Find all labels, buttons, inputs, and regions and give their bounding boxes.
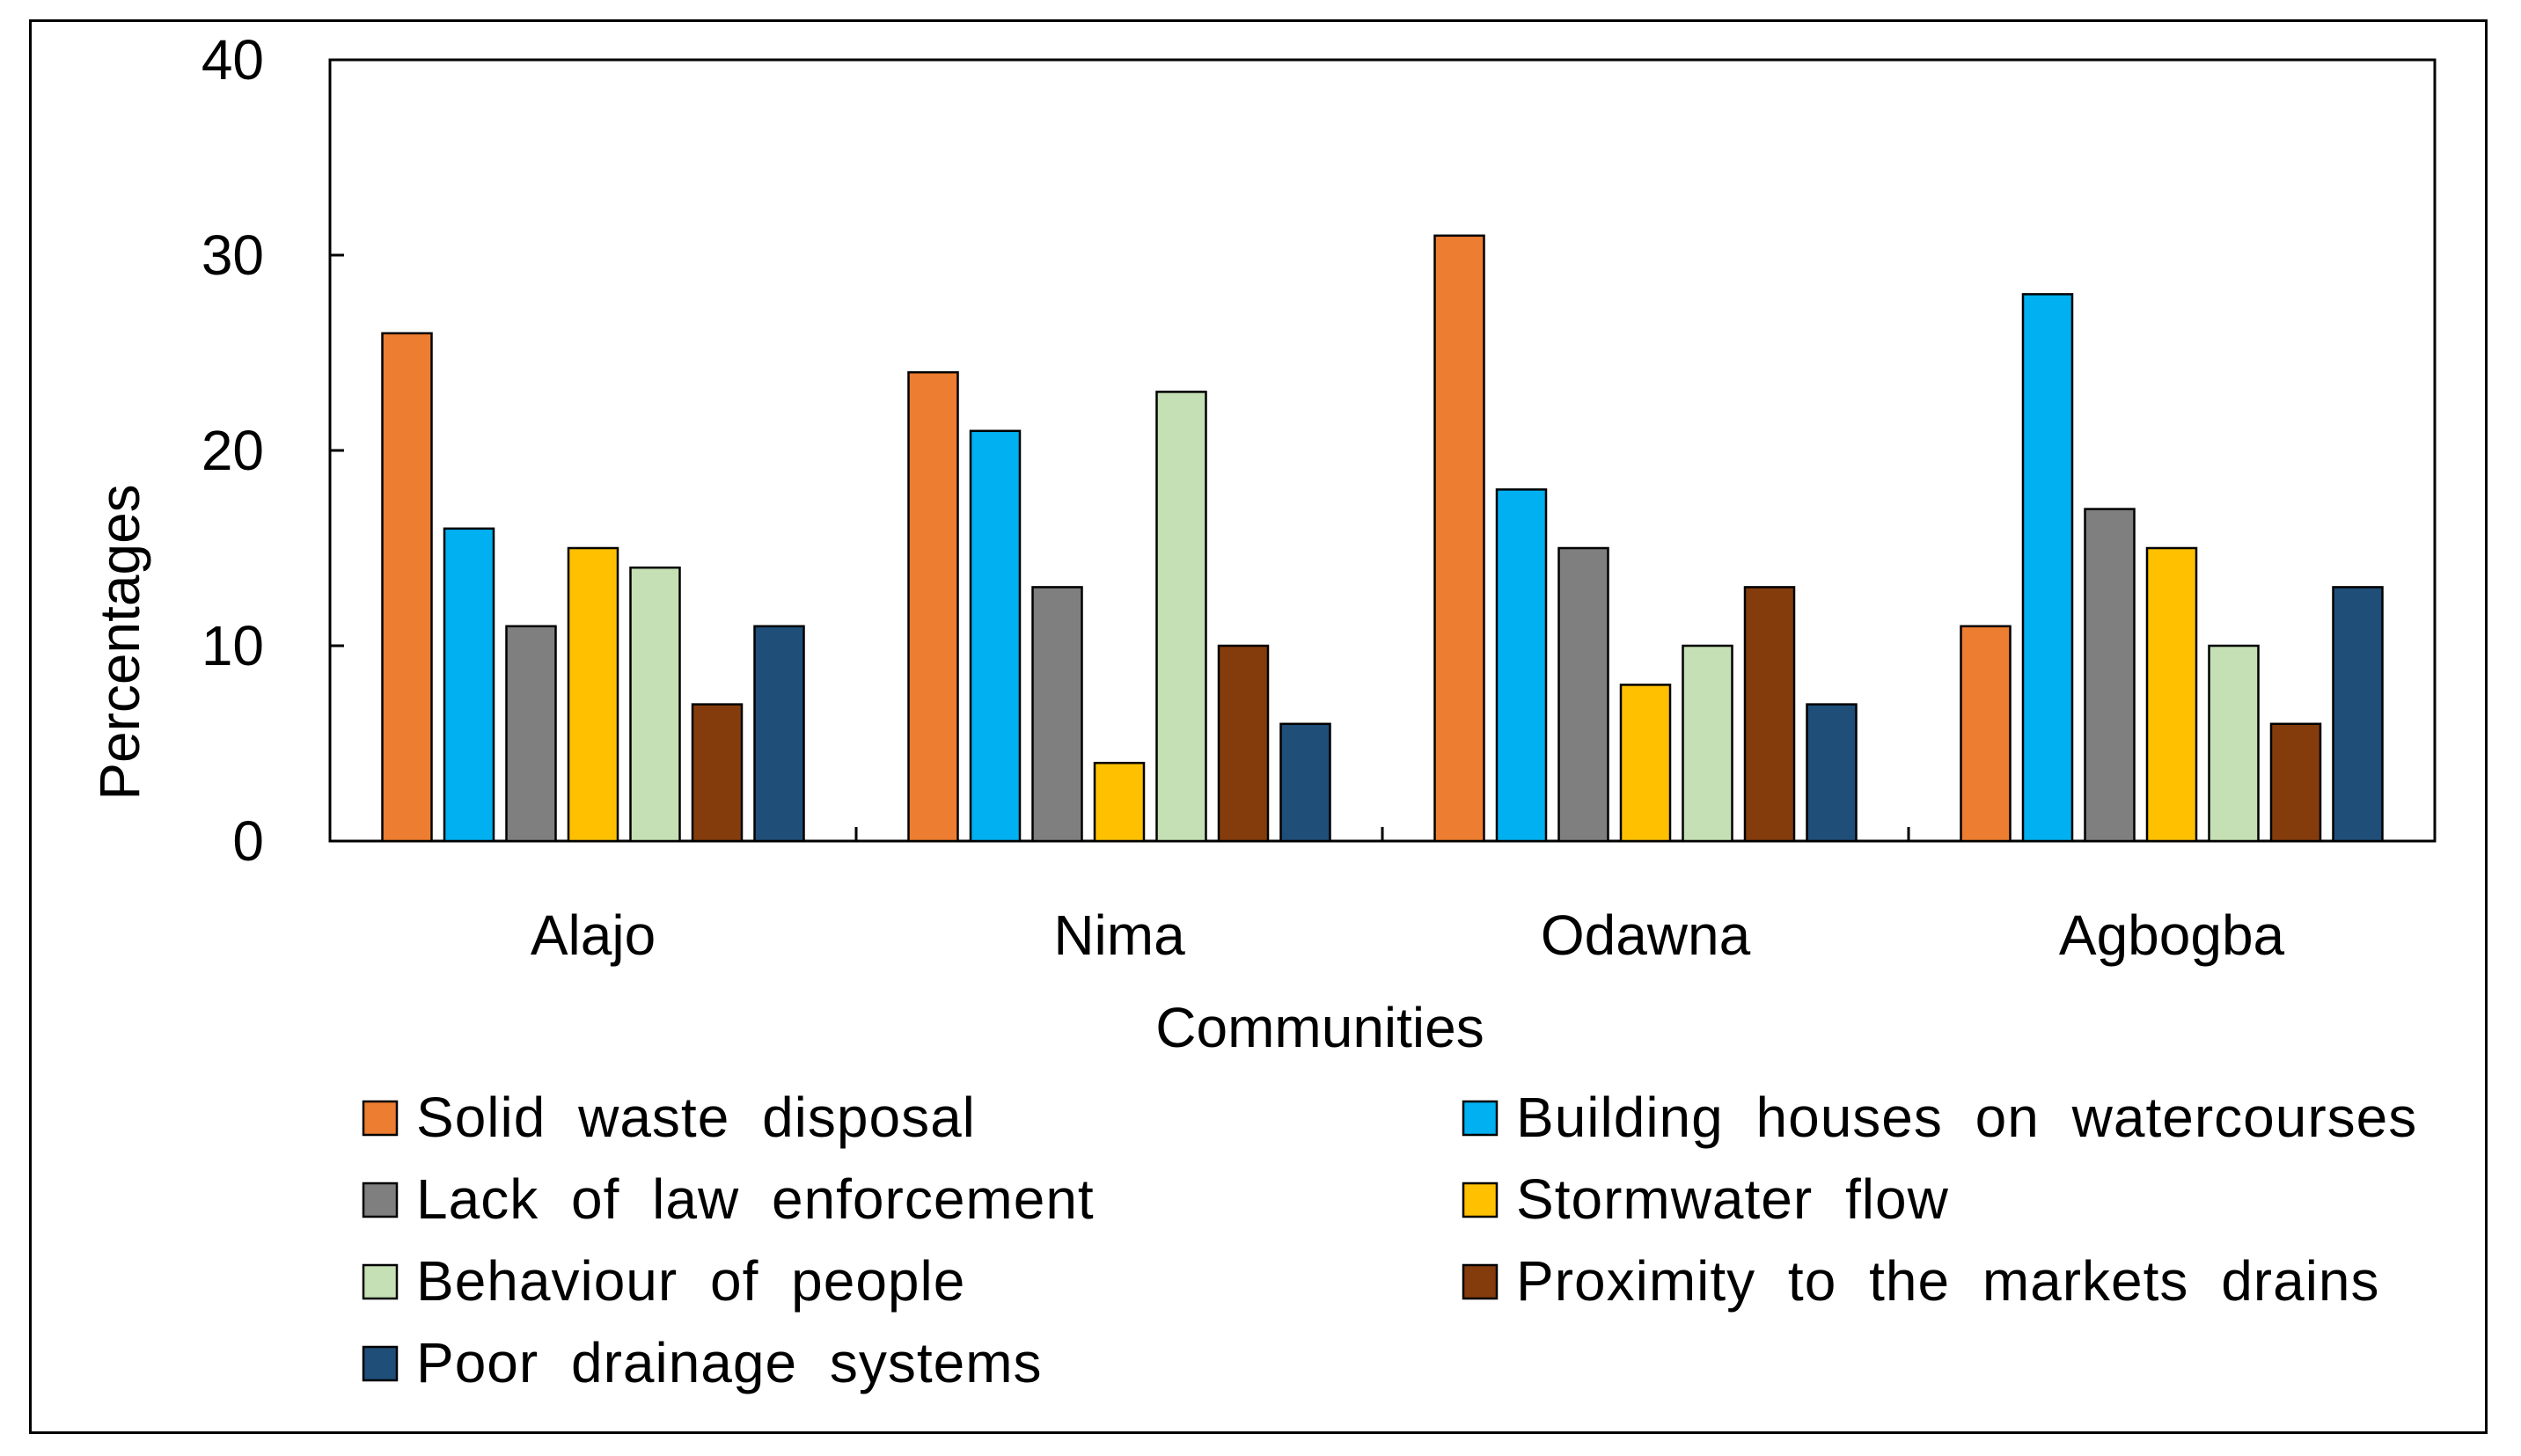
bar [2332, 586, 2384, 843]
bar [567, 546, 619, 843]
bar [1155, 391, 1207, 843]
bar [1743, 586, 1796, 843]
y-tick-label: 10 [202, 614, 264, 677]
bars-group [381, 234, 2384, 843]
legend-swatch [362, 1182, 399, 1218]
y-tick-label: 40 [202, 28, 264, 91]
legend-swatch [362, 1100, 399, 1137]
x-tick-label: Alajo [531, 904, 656, 967]
bar [969, 429, 1022, 843]
legend: Solid waste disposal Building houses on w… [362, 1086, 2417, 1394]
y-tick-label: 30 [202, 223, 264, 287]
bar [1093, 761, 1146, 843]
bar [907, 370, 959, 843]
bar [2145, 546, 2198, 843]
legend-label: Stormwater flow [1516, 1167, 1949, 1231]
y-tick-label: 0 [232, 809, 264, 873]
x-axis: Alajo Nima Odawna Agbogba [531, 827, 2285, 967]
legend-label: Building houses on watercourses [1516, 1086, 2417, 1149]
legend-swatch [1462, 1182, 1499, 1218]
bar [1806, 703, 1858, 843]
legend-label: Poor drainage systems [416, 1331, 1043, 1394]
bar [753, 625, 805, 843]
bar [1217, 644, 1270, 843]
legend-label: Solid waste disposal [416, 1086, 976, 1149]
y-axis-title: Percentages [88, 484, 151, 800]
bar [1279, 722, 1331, 843]
legend-label: Lack of law enforcement [416, 1167, 1095, 1231]
bar [381, 332, 433, 843]
bar [1557, 546, 1609, 843]
legend-swatch [362, 1263, 399, 1300]
bar [1031, 586, 1083, 843]
bar [691, 703, 744, 843]
bar [505, 625, 557, 843]
legend-swatch [1462, 1100, 1499, 1137]
bar [1495, 488, 1548, 843]
bar [2084, 508, 2136, 843]
x-tick-label: Nima [1053, 904, 1185, 967]
bar [1960, 625, 2012, 843]
bar [1619, 684, 1672, 843]
legend-swatch [1462, 1263, 1499, 1300]
figure-frame [29, 19, 2488, 1434]
bar [2269, 722, 2322, 843]
y-axis: 0 10 20 30 40 [202, 28, 344, 873]
bar [443, 527, 495, 843]
x-tick-label: Odawna [1541, 904, 1751, 967]
legend-label: Behaviour of people [416, 1249, 965, 1313]
bar [2208, 644, 2260, 843]
x-axis-title: Communities [1155, 996, 1484, 1059]
y-tick-label: 20 [202, 419, 264, 482]
legend-swatch [362, 1345, 399, 1382]
bar [2021, 293, 2074, 843]
bar [1682, 644, 1733, 843]
legend-label: Proximity to the markets drains [1516, 1249, 2380, 1313]
bar [1433, 234, 1485, 843]
bar [629, 566, 681, 843]
x-tick-label: Agbogba [2059, 904, 2285, 967]
